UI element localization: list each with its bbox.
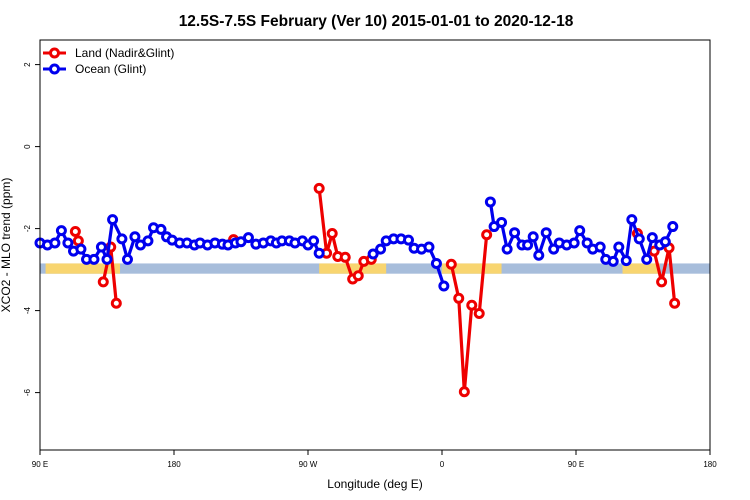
legend: Land (Nadir&Glint) Ocean (Glint)	[43, 46, 174, 76]
ocean-data-point	[484, 196, 496, 208]
ocean-data-point	[646, 232, 658, 244]
ocean-data-point	[667, 221, 679, 233]
ocean-data-point	[626, 214, 638, 226]
legend-ocean-marker	[49, 63, 60, 75]
ocean-data-point	[430, 257, 442, 269]
ocean-data-point	[423, 241, 435, 253]
land-data-point	[326, 228, 338, 240]
ocean-data-point	[620, 255, 632, 267]
land-data-point	[313, 182, 325, 194]
land-mask-region	[319, 263, 387, 274]
x-tick-label: 90 W	[299, 460, 318, 469]
ocean-data-point	[375, 243, 387, 255]
ocean-data-point	[313, 247, 325, 259]
ocean-data-point	[242, 232, 254, 244]
legend-land-label: Land (Nadir&Glint)	[75, 46, 174, 60]
land-data-point	[110, 297, 122, 309]
land-data-point	[481, 229, 493, 241]
land-data-point	[69, 225, 81, 237]
ocean-data-point	[509, 227, 521, 239]
ocean-data-point	[75, 243, 87, 255]
ocean-data-point	[540, 227, 552, 239]
ocean-data-point	[501, 243, 513, 255]
ocean-data-point	[641, 253, 653, 265]
ocean-data-point	[88, 253, 100, 265]
y-tick-label: -6	[23, 388, 32, 396]
ocean-data-point	[101, 253, 113, 265]
ocean-data-point	[367, 248, 379, 260]
y-tick-label: 2	[23, 62, 32, 67]
ocean-data-point	[155, 223, 167, 235]
ocean-data-point	[568, 237, 580, 249]
land-mask-region	[45, 263, 121, 274]
land-data-point	[453, 292, 465, 304]
x-tick-label: 180	[703, 460, 717, 469]
ocean-data-point	[522, 239, 534, 251]
land-data-point	[97, 276, 109, 288]
ocean-data-point	[438, 280, 450, 292]
ocean-data-point	[129, 231, 141, 243]
land-data-point	[669, 297, 681, 309]
ocean-data-point	[121, 253, 133, 265]
land-data-point	[458, 386, 470, 398]
ocean-data-point	[116, 233, 128, 245]
y-axis-label: XCO2 - MLO trend (ppm)	[0, 178, 13, 313]
land-data-point	[466, 299, 478, 311]
ocean-data-point	[659, 236, 671, 248]
x-axis-label: Longitude (deg E)	[327, 477, 422, 491]
plot-frame	[39, 39, 711, 451]
ocean-data-point	[142, 235, 154, 247]
x-tick-label: 0	[440, 460, 445, 469]
ocean-data-point	[62, 237, 74, 249]
ocean-data-point	[95, 241, 107, 253]
ocean-data-point	[308, 235, 320, 247]
land-mask-region	[442, 263, 502, 274]
legend-ocean-label: Ocean (Glint)	[75, 62, 146, 76]
ocean-data-point	[496, 216, 508, 228]
plot-area	[34, 182, 710, 398]
land-series-line	[449, 234, 489, 394]
ocean-data-point	[107, 214, 119, 226]
ocean-data-point	[574, 225, 586, 237]
x-tick-label: 180	[167, 460, 181, 469]
ocean-data-point	[527, 231, 539, 243]
ocean-data-point	[613, 241, 625, 253]
x-tick-label: 90 E	[568, 460, 584, 469]
land-series-line	[652, 246, 677, 304]
axis-ticks: 90 E 180 90 W 0 90 E 180 2 0 -2 -4 -6	[23, 62, 717, 469]
ocean-data-point	[633, 233, 645, 245]
ocean-data-point	[49, 237, 61, 249]
y-tick-label: -2	[23, 224, 32, 232]
legend-land-marker	[49, 47, 60, 59]
ocean-data-point	[403, 234, 414, 246]
land-mask-region	[622, 263, 660, 274]
land-data-point	[473, 307, 485, 319]
ocean-data-point	[607, 255, 619, 267]
ocean-data-point	[533, 249, 545, 261]
land-data-point	[656, 276, 668, 288]
land-data-point	[352, 270, 364, 282]
y-tick-label: 0	[23, 144, 32, 149]
land-data-point	[339, 251, 351, 263]
land-data-point	[445, 258, 457, 270]
chart-title: 12.5S-7.5S February (Ver 10) 2015-01-01 …	[179, 13, 574, 30]
ocean-data-point	[55, 225, 67, 237]
ocean-data-point	[594, 241, 606, 253]
y-tick-label: -4	[23, 306, 32, 314]
x-tick-label: 90 E	[32, 460, 48, 469]
